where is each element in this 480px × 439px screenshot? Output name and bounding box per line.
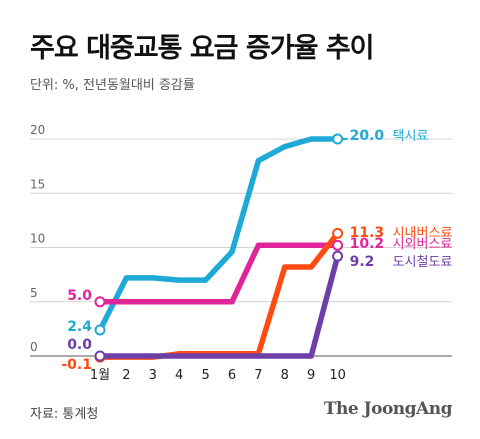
series-end-point [332,250,344,262]
series-end-point [332,239,344,251]
series-line-2 [97,230,341,360]
series-line-4 [97,253,341,359]
series-line-3 [97,242,341,305]
series-end-value: 10.2 [350,236,385,252]
series-start-point [94,296,106,308]
series-start-label: 5.0 [67,288,92,304]
series-start-label: 2.4 [67,319,92,335]
source-note: 자료: 통계청 [30,407,99,422]
series-end-point [332,133,344,145]
series-line-1 [97,136,341,333]
series-name-label: 시내버스료 [393,226,453,241]
x-tick-label: 1월 [90,368,110,383]
publisher-logo: The JoongAng [323,399,453,419]
x-tick-label: 4 [175,368,183,383]
x-tick-label: 6 [228,368,236,383]
x-tick-label: 9 [307,368,315,383]
x-tick-label: 5 [201,368,209,383]
x-tick-label: 2 [122,368,130,383]
series-start-label: 0.0 [67,337,92,353]
series-name-label: 시외버스료 [393,237,453,252]
series-start-label: -0.1 [61,357,92,373]
series-start-point [94,350,106,362]
y-tick-label: 10 [30,232,45,246]
chart-title: 주요 대중교통 요금 증가율 추이 [30,33,375,64]
series-end-value: 9.2 [350,254,375,270]
series-end-point [332,227,344,239]
series-start-point [94,324,106,336]
series-end-value: 11.3 [350,225,385,241]
x-tick-label: 7 [254,368,262,383]
y-tick-label: 15 [30,177,45,191]
x-tick-label: 8 [281,368,289,383]
y-tick-label: 5 [30,286,38,300]
chart-subtitle: 단위: %, 전년동월대비 증감률 [30,78,195,93]
y-tick-label: 20 [30,123,45,137]
x-tick-label: 3 [149,368,157,383]
series-end-value: 20.0 [350,128,385,144]
series-name-label: 도시철도료 [393,255,453,270]
series-name-label: 택시료 [393,129,429,144]
x-tick-label: 10 [329,368,346,383]
y-tick-label: 0 [30,340,38,354]
